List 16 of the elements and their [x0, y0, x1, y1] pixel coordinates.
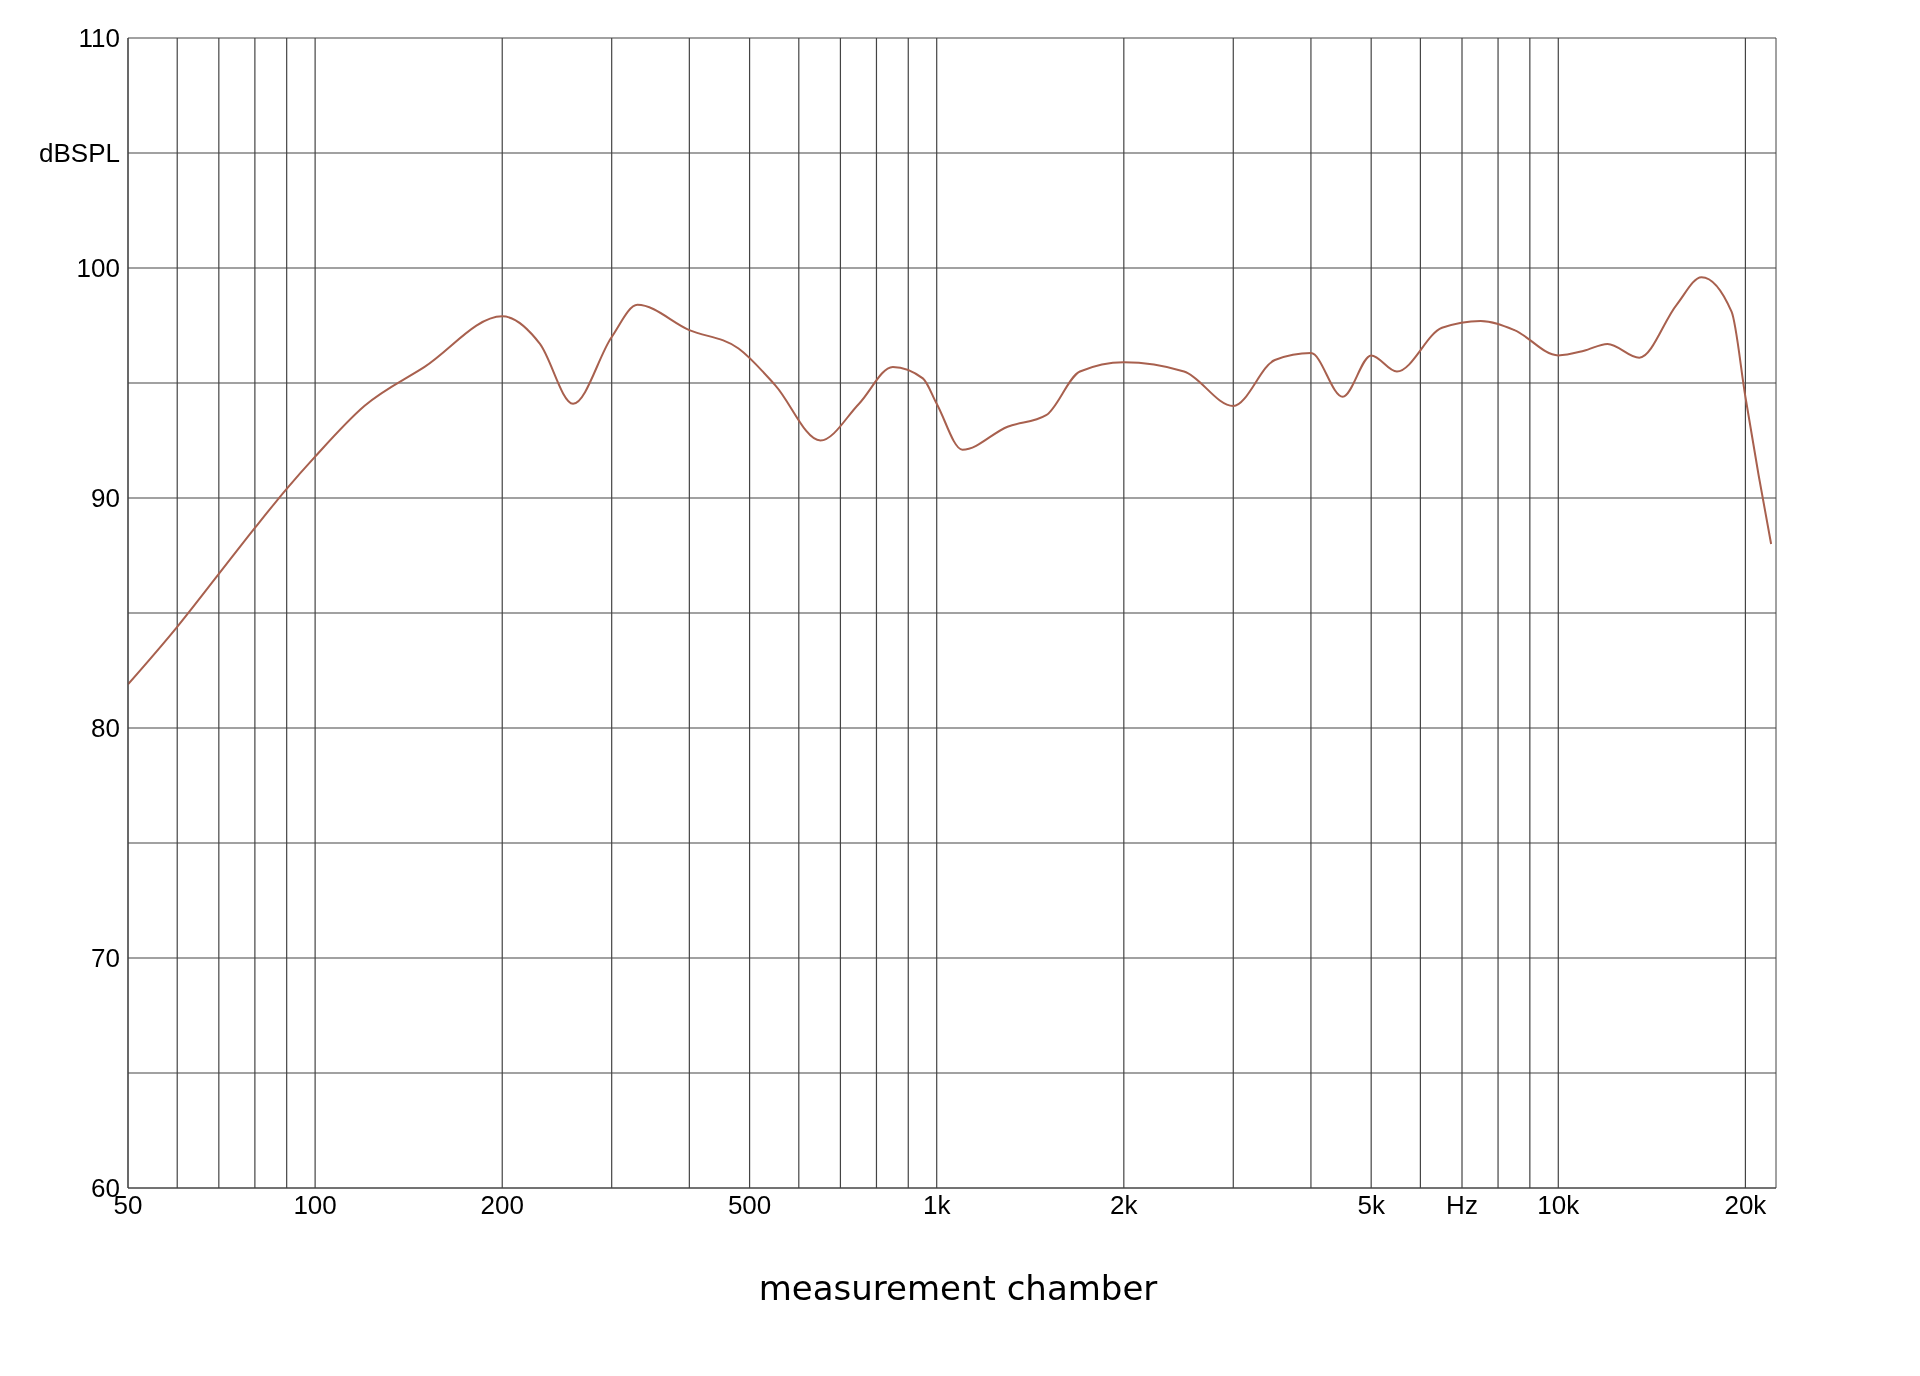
- x-tick-label: 500: [727, 1190, 772, 1221]
- x-tick-label: Hz: [1446, 1190, 1478, 1221]
- x-tick-label: 200: [480, 1190, 524, 1221]
- y-tick-label: 90: [91, 483, 120, 514]
- x-tick-label: 20k: [1724, 1190, 1768, 1221]
- y-tick-label: 100: [76, 253, 120, 284]
- y-tick-label: dBSPL: [39, 138, 120, 169]
- x-tick-label: 2k: [1110, 1190, 1139, 1221]
- y-tick-label: 80: [91, 713, 120, 744]
- y-tick-label: 70: [91, 943, 120, 974]
- text: measurement chamber: [757, 1268, 1159, 1308]
- x-tick-label: 1k: [922, 1190, 952, 1221]
- x-tick-label: 100: [293, 1190, 337, 1221]
- x-tick-label: 10k: [1537, 1190, 1581, 1221]
- y-tick-label: 110: [78, 23, 120, 54]
- x-tick-label: 5k: [1357, 1190, 1386, 1221]
